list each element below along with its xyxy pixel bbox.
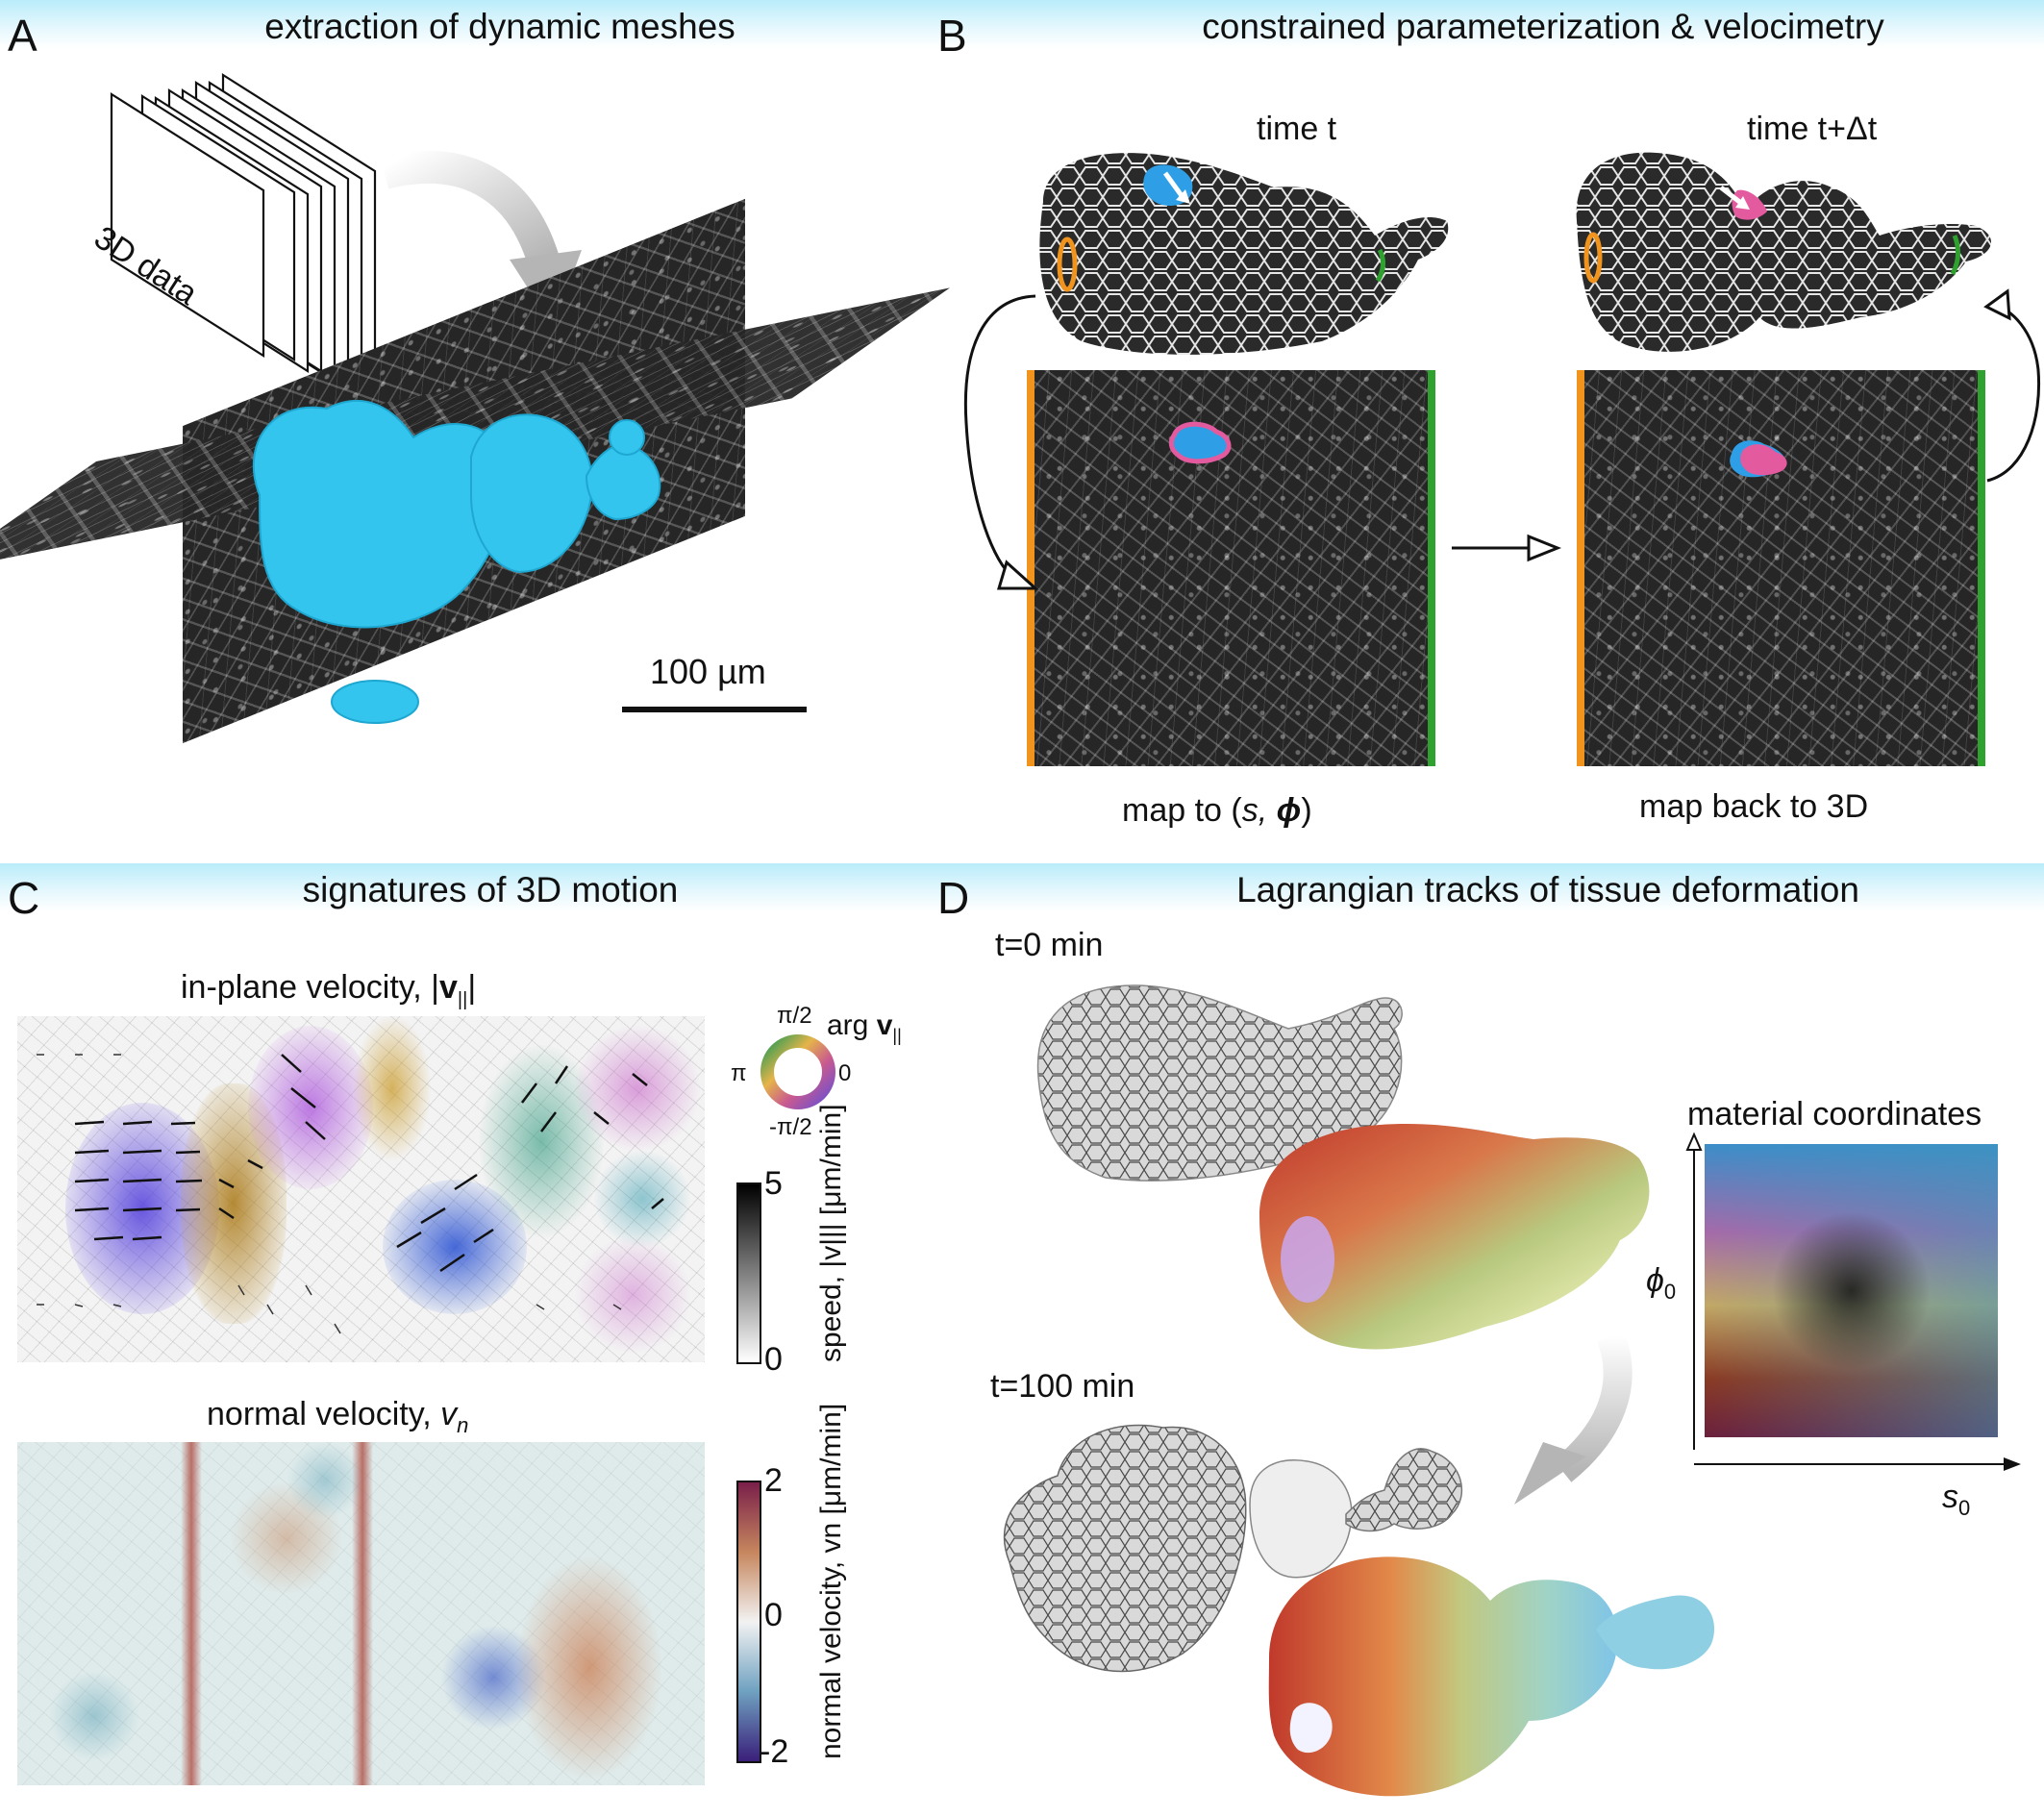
grayscale-surface-t0 bbox=[1036, 984, 1403, 1182]
map-forward-arrow bbox=[1452, 534, 1562, 562]
inplane-prefix: in-plane velocity, | bbox=[181, 969, 439, 1006]
speed-min-label: 0 bbox=[764, 1341, 783, 1378]
surface-time-t bbox=[1034, 144, 1452, 358]
wheel-arg-label: arg v|| bbox=[827, 1009, 902, 1046]
axis-x-symbol: s bbox=[1942, 1479, 1958, 1515]
flattened-map-t bbox=[1027, 370, 1435, 766]
scalebar bbox=[622, 707, 807, 712]
map-to-prefix: map to ( bbox=[1122, 792, 1242, 829]
time-left-label: time t bbox=[1257, 111, 1337, 147]
normal-velocity-colorbar bbox=[736, 1481, 761, 1763]
wheel-bottom-label: -π/2 bbox=[769, 1114, 812, 1140]
grayscale-surface-t100 bbox=[1003, 1424, 1462, 1673]
map-down-arrow bbox=[963, 294, 1039, 590]
panel-a-title: extraction of dynamic meshes bbox=[264, 7, 735, 46]
velocity-arrows bbox=[37, 1054, 664, 1334]
map-back-arrow bbox=[1983, 288, 2041, 483]
inplane-sub: || bbox=[457, 988, 468, 1010]
speed-axis-label: speed, |v||| [μm/min] bbox=[815, 1104, 847, 1362]
tracked-cell-left-map bbox=[1168, 421, 1232, 464]
normal-v: v bbox=[440, 1396, 458, 1432]
axis-x-sub: 0 bbox=[1958, 1495, 1971, 1520]
tracked-cell-right-map bbox=[1730, 440, 1787, 478]
map-to-suffix: ) bbox=[1301, 792, 1312, 829]
orange-boundary-left-map bbox=[1027, 370, 1034, 766]
t0-label: t=0 min bbox=[995, 927, 1104, 963]
inplane-v: v bbox=[439, 969, 458, 1006]
normal-sub: n bbox=[457, 1412, 469, 1437]
surface-time-t-dt bbox=[1572, 144, 2005, 361]
map-to-s: s, bbox=[1241, 792, 1268, 829]
flattened-map-t-dt bbox=[1577, 370, 1985, 766]
nv-max-label: 2 bbox=[764, 1462, 783, 1499]
phase-color-wheel bbox=[760, 1034, 835, 1109]
wheel-arg-v: v bbox=[876, 1009, 893, 1041]
nv-axis-label: normal velocity, vn [μm/min] bbox=[815, 1403, 847, 1759]
inplane-velocity-map bbox=[17, 1016, 705, 1362]
wheel-top-label: π/2 bbox=[777, 1003, 812, 1029]
inplane-velocity-title: in-plane velocity, |v||| bbox=[181, 969, 476, 1011]
time-right-label: time t+Δt bbox=[1747, 111, 1878, 147]
material-axes bbox=[1685, 1132, 2021, 1471]
material-coordinates-colormap bbox=[1705, 1144, 1998, 1437]
panel-letter-b: B bbox=[937, 11, 967, 61]
orange-boundary-right-map bbox=[1577, 370, 1584, 766]
panel-letter-a: A bbox=[8, 11, 37, 61]
panel-c-title: signatures of 3D motion bbox=[302, 870, 679, 909]
mesh-surface bbox=[252, 399, 661, 724]
curved-arrow-d bbox=[1514, 1331, 1633, 1505]
map-to-label: map to (s, ϕ) bbox=[1122, 792, 1312, 830]
material-coordinates-title: material coordinates bbox=[1687, 1096, 1982, 1133]
wheel-left-label: π bbox=[731, 1060, 747, 1086]
t100-label: t=100 min bbox=[990, 1368, 1135, 1405]
green-boundary-left-map bbox=[1428, 370, 1435, 766]
microscopy-volume bbox=[0, 198, 950, 774]
panel-b-title: constrained parameterization & velocimet… bbox=[1202, 7, 1884, 46]
wheel-right-label: 0 bbox=[838, 1060, 852, 1086]
map-back-label: map back to 3D bbox=[1639, 788, 1869, 825]
data-stack-illustration bbox=[110, 73, 377, 383]
scalebar-label: 100 µm bbox=[650, 652, 766, 691]
header-band-top bbox=[0, 0, 2044, 48]
nv-min-label: -2 bbox=[760, 1733, 789, 1770]
speed-colorbar bbox=[736, 1182, 761, 1364]
panel-letter-d: D bbox=[937, 873, 970, 923]
normal-velocity-map bbox=[17, 1442, 705, 1785]
material-colored-surface-t0 bbox=[1259, 1123, 1650, 1350]
axis-y-sub: 0 bbox=[1663, 1279, 1677, 1304]
wheel-arg-sub: || bbox=[892, 1026, 902, 1045]
header-band-middle bbox=[0, 863, 2044, 911]
axis-y-symbol: ϕ bbox=[1646, 1262, 1664, 1299]
wheel-arg-text: arg bbox=[827, 1009, 877, 1041]
map-to-phi: ϕ bbox=[1276, 792, 1302, 829]
normal-velocity-title: normal velocity, vn bbox=[207, 1396, 468, 1438]
panel-d-title: Lagrangian tracks of tissue deformation bbox=[1236, 870, 1859, 909]
material-axis-y-label: ϕ0 bbox=[1646, 1262, 1676, 1305]
inplane-suffix: | bbox=[467, 969, 477, 1006]
nv-mid-label: 0 bbox=[764, 1597, 783, 1633]
speed-max-label: 5 bbox=[764, 1165, 783, 1202]
panel-letter-c: C bbox=[8, 873, 40, 923]
green-boundary-right-map bbox=[1978, 370, 1985, 766]
material-colored-surface-t100 bbox=[1268, 1556, 1715, 1797]
normal-prefix: normal velocity, bbox=[207, 1396, 441, 1432]
material-axis-x-label: s0 bbox=[1942, 1479, 1970, 1521]
